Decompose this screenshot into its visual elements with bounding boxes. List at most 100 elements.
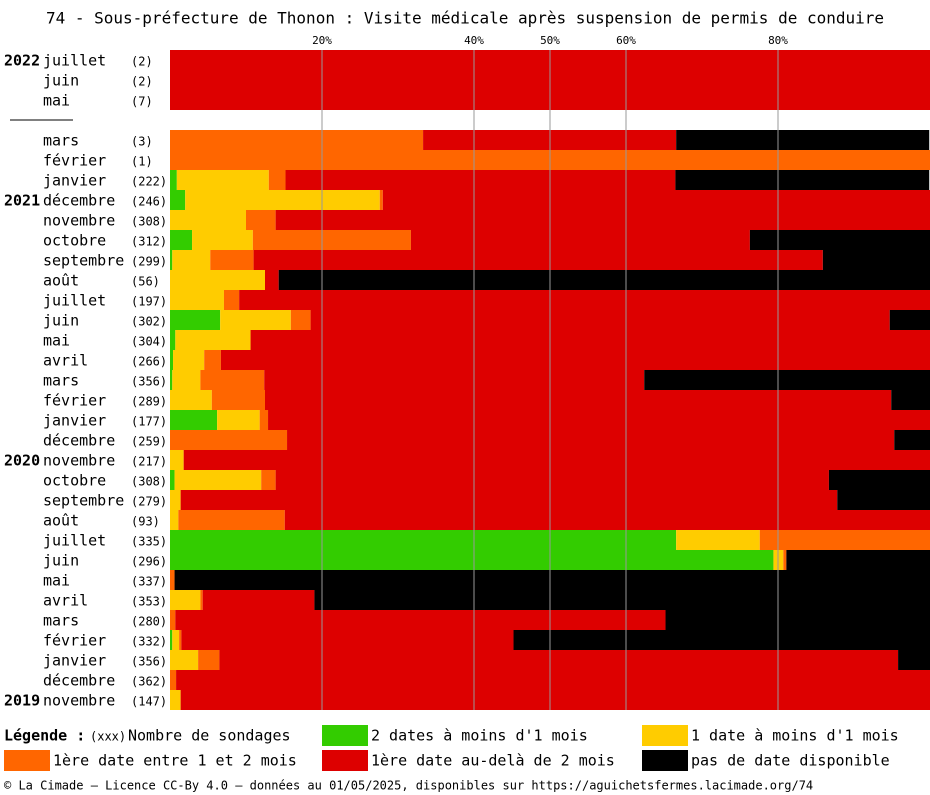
bar-segment bbox=[275, 470, 829, 490]
sample-size: (312) bbox=[131, 235, 167, 249]
bar-segment bbox=[290, 310, 311, 330]
month-label: février bbox=[43, 392, 106, 410]
bar-segment bbox=[210, 250, 254, 270]
bar-segment bbox=[176, 170, 269, 190]
sample-size: (302) bbox=[131, 315, 167, 329]
month-label: janvier bbox=[43, 652, 106, 670]
bar-segment bbox=[170, 470, 175, 490]
bar-segment bbox=[220, 350, 930, 370]
bar-segment bbox=[181, 630, 514, 650]
month-label: janvier bbox=[43, 172, 106, 190]
bar-segment bbox=[170, 610, 176, 630]
x-tick-label: 80% bbox=[768, 34, 788, 47]
month-label: juillet bbox=[43, 52, 106, 70]
year-label: 2021 bbox=[4, 192, 40, 210]
bar-segment bbox=[268, 170, 286, 190]
bar-segment bbox=[170, 190, 186, 210]
bar-segment bbox=[175, 330, 251, 350]
bar-segment bbox=[192, 230, 253, 250]
sample-size: (93) bbox=[131, 515, 160, 529]
sample-size: (308) bbox=[131, 475, 167, 489]
sample-size: (2) bbox=[131, 55, 153, 69]
legend-swatch bbox=[642, 750, 688, 771]
sample-size: (56) bbox=[131, 275, 160, 289]
month-label: novembre bbox=[43, 692, 115, 710]
month-label: décembre bbox=[43, 192, 115, 210]
bar-segment bbox=[176, 670, 930, 690]
sample-size: (217) bbox=[131, 455, 167, 469]
bar-segment bbox=[170, 370, 173, 390]
legend-label: pas de date disponible bbox=[691, 752, 890, 770]
bar-segment bbox=[211, 390, 265, 410]
month-label: mars bbox=[43, 612, 79, 630]
bar-segment bbox=[170, 410, 218, 430]
footer: © La Cimade – Licence CC-By 4.0 – donnée… bbox=[4, 779, 813, 793]
bar-segment bbox=[200, 590, 203, 610]
bar-segment bbox=[223, 290, 240, 310]
sample-size: (337) bbox=[131, 575, 167, 589]
bar-segment bbox=[170, 450, 184, 470]
sample-size: (356) bbox=[131, 375, 167, 389]
month-label: février bbox=[43, 152, 106, 170]
bar-segment bbox=[170, 330, 176, 350]
bar-segment bbox=[170, 630, 173, 650]
bar-segment bbox=[172, 250, 211, 270]
legend-label: 1ère date au-delà de 2 mois bbox=[371, 752, 615, 770]
sample-size: (356) bbox=[131, 655, 167, 669]
bar-segment bbox=[170, 670, 177, 690]
sample-size: (299) bbox=[131, 255, 167, 269]
bar-segment bbox=[175, 610, 666, 630]
bar-segment bbox=[284, 510, 930, 530]
bar-segment bbox=[170, 270, 265, 290]
bar-segment bbox=[644, 370, 930, 390]
legend-title: Légende : bbox=[4, 727, 85, 745]
bar-segment bbox=[898, 650, 930, 670]
sample-size: (362) bbox=[131, 675, 167, 689]
month-label: juin bbox=[43, 72, 79, 90]
bar-segment bbox=[676, 530, 760, 550]
bar-segment bbox=[170, 170, 177, 190]
sample-size: (2) bbox=[131, 75, 153, 89]
legend-swatch bbox=[322, 750, 368, 771]
sample-size: (7) bbox=[131, 95, 153, 109]
bar-segment bbox=[178, 510, 285, 530]
x-tick-label: 40% bbox=[464, 34, 484, 47]
month-label: novembre bbox=[43, 452, 115, 470]
bar-segment bbox=[894, 430, 930, 450]
sample-size: (280) bbox=[131, 615, 167, 629]
bar-segment bbox=[250, 330, 930, 350]
bar-segment bbox=[204, 350, 221, 370]
bar-segment bbox=[170, 290, 224, 310]
bar-segment bbox=[179, 630, 182, 650]
bar-segment bbox=[200, 370, 265, 390]
bar-segment bbox=[265, 390, 892, 410]
bar-segment bbox=[287, 430, 895, 450]
bar-segment bbox=[749, 230, 930, 250]
sample-size: (304) bbox=[131, 335, 167, 349]
bar-segment bbox=[220, 310, 291, 330]
x-tick-label: 20% bbox=[312, 34, 332, 47]
bar-segment bbox=[783, 550, 787, 570]
sample-size: (289) bbox=[131, 395, 167, 409]
bar-segment bbox=[198, 650, 220, 670]
sample-size: (147) bbox=[131, 695, 167, 709]
month-label: août bbox=[43, 512, 79, 530]
month-label: mai bbox=[43, 572, 70, 590]
bar-segment bbox=[219, 650, 899, 670]
bar-segment bbox=[170, 130, 424, 150]
bar-segment bbox=[172, 370, 201, 390]
bar-segment bbox=[170, 210, 246, 230]
bar-segment bbox=[202, 590, 315, 610]
sample-size: (1) bbox=[131, 155, 153, 169]
month-label: mai bbox=[43, 92, 70, 110]
bar-segment bbox=[382, 190, 930, 210]
legend-label: 1ère date entre 1 et 2 mois bbox=[53, 752, 297, 770]
bar-segment bbox=[259, 410, 269, 430]
bar-segment bbox=[172, 630, 180, 650]
sample-size: (335) bbox=[131, 535, 167, 549]
bar-segment bbox=[676, 130, 930, 150]
bar-segment bbox=[180, 690, 930, 710]
bar-segment bbox=[170, 590, 201, 610]
bar-segment bbox=[891, 390, 930, 410]
sample-size: (259) bbox=[131, 435, 167, 449]
